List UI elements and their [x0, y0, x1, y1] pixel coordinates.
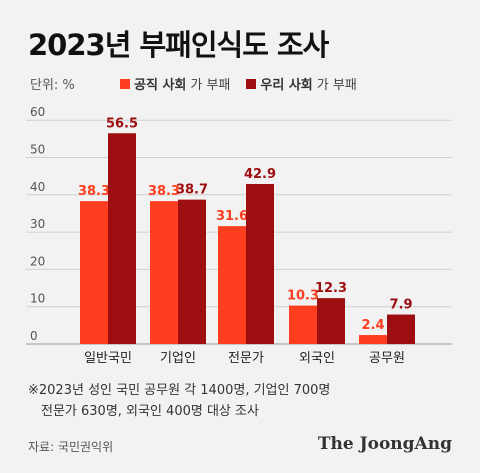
bar	[387, 314, 415, 344]
legend-label-public-rest: 가 부패	[190, 78, 231, 93]
y-tick-label: 40	[30, 180, 45, 194]
legend-label-society-rest: 가 부패	[316, 78, 357, 93]
bar	[108, 133, 136, 344]
data-label: 56.5	[106, 116, 138, 131]
y-tick-label: 50	[30, 143, 45, 157]
legend-label-society-bold: 우리 사회	[260, 78, 313, 93]
legend-label-public-bold: 공직 사회	[134, 78, 187, 93]
source-label: 자료: 국민권익위	[28, 440, 114, 454]
bar-chart: 010203040506038.356.5일반국민38.338.7기업인31.6…	[26, 105, 452, 366]
legend-item-public: 공직 사회 가 부패	[120, 74, 230, 93]
legend-swatch-society	[246, 78, 257, 89]
footnote: ※2023년 성인 국민 공무원 각 1400명, 기업인 700명 전문가 6…	[28, 380, 330, 422]
bar	[317, 298, 345, 344]
bar	[80, 201, 108, 344]
x-tick-label: 공무원	[369, 351, 405, 366]
data-label: 2.4	[361, 318, 384, 333]
data-label: 12.3	[315, 281, 347, 296]
data-label: 38.7	[176, 183, 208, 198]
data-label: 38.3	[148, 184, 180, 199]
legend-item-society: 우리 사회 가 부패	[246, 74, 357, 93]
data-label: 10.3	[287, 289, 319, 304]
data-label: 42.9	[244, 167, 276, 182]
data-label: 7.9	[389, 298, 412, 313]
x-tick-label: 외국인	[299, 351, 335, 366]
y-tick-label: 60	[30, 105, 45, 119]
bar	[246, 183, 274, 344]
y-tick-label: 20	[30, 254, 45, 268]
bar	[359, 335, 387, 344]
bar	[289, 305, 317, 344]
footnote-line-1: ※2023년 성인 국민 공무원 각 1400명, 기업인 700명	[28, 383, 331, 398]
chart-title: 2023년 부패인식도 조사	[28, 28, 329, 62]
y-tick-label: 0	[30, 329, 38, 343]
legend: 공직 사회 가 부패 우리 사회 가 부패	[120, 74, 357, 93]
x-tick-label: 기업인	[160, 351, 196, 366]
bar	[218, 226, 246, 344]
unit-label: 단위: %	[30, 78, 75, 93]
bar	[150, 201, 178, 344]
brand-logo: The JoongAng	[317, 434, 452, 454]
y-tick-label: 10	[30, 292, 45, 306]
x-tick-label: 일반국민	[84, 351, 132, 366]
data-label: 31.6	[216, 209, 248, 224]
legend-swatch-public	[120, 78, 130, 89]
footnote-line-2: 전문가 630명, 외국인 400명 대상 조사	[41, 404, 259, 419]
y-tick-label: 30	[30, 217, 45, 231]
bar	[178, 199, 206, 344]
data-label: 38.3	[78, 184, 110, 199]
x-tick-label: 전문가	[228, 351, 264, 366]
